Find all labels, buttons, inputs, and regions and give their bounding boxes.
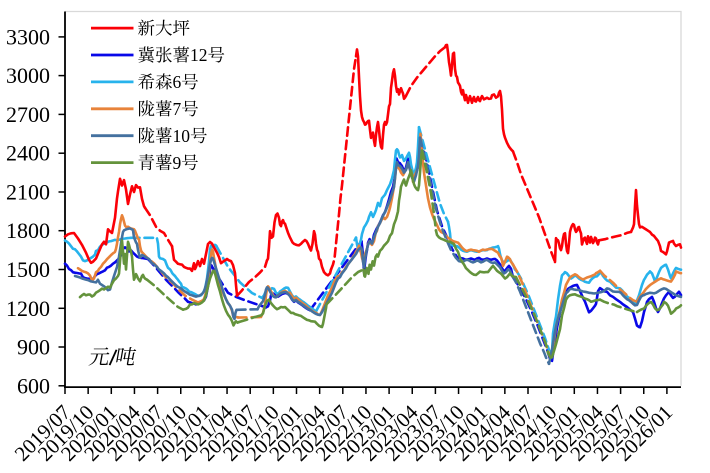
svg-text:2100: 2100	[6, 180, 50, 205]
svg-text:600: 600	[17, 373, 50, 398]
svg-text:9: 9	[173, 153, 182, 173]
svg-text:12: 12	[190, 45, 208, 65]
svg-text:3300: 3300	[6, 24, 50, 49]
svg-text:6: 6	[173, 72, 182, 92]
svg-text:1800: 1800	[6, 218, 50, 243]
svg-text:7: 7	[173, 99, 182, 119]
svg-text:1500: 1500	[6, 257, 50, 282]
svg-text:3000: 3000	[6, 63, 50, 88]
svg-text:2400: 2400	[6, 141, 50, 166]
svg-text:900: 900	[17, 335, 50, 360]
svg-text:10: 10	[173, 126, 191, 146]
svg-text:2700: 2700	[6, 102, 50, 127]
svg-text:1200: 1200	[6, 296, 50, 321]
